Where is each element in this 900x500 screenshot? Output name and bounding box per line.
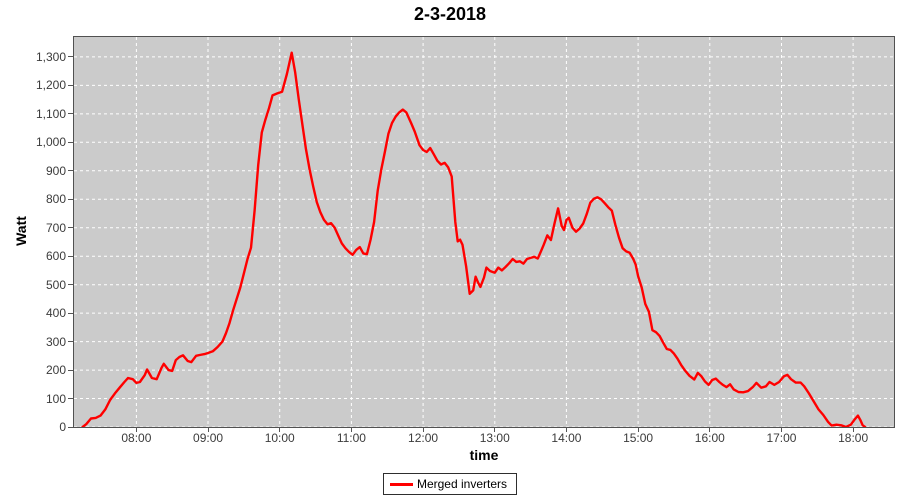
y-tick-label: 700 <box>45 220 66 235</box>
x-tick-label: 11:00 <box>336 431 366 445</box>
x-tick-mark <box>207 427 209 432</box>
y-tick-label: 900 <box>45 163 66 178</box>
y-tick-mark <box>68 170 73 172</box>
y-tick-mark <box>68 255 73 257</box>
x-tick-label: 09:00 <box>193 431 224 445</box>
plot-canvas <box>74 37 894 427</box>
x-tick-mark <box>279 427 281 432</box>
y-tick-label: 1,200 <box>35 78 66 93</box>
y-tick-mark <box>68 198 73 200</box>
x-tick-mark <box>135 427 137 432</box>
x-tick-label: 13:00 <box>479 431 510 445</box>
y-tick-label: 200 <box>45 363 66 378</box>
y-tick-label: 500 <box>45 277 66 292</box>
x-tick-label: 10:00 <box>264 431 295 445</box>
y-tick-mark <box>68 426 73 428</box>
y-tick-mark <box>68 113 73 115</box>
y-tick-mark <box>68 369 73 371</box>
y-tick-mark <box>68 341 73 343</box>
y-tick-label: 300 <box>45 334 66 349</box>
x-axis-label: time <box>469 447 499 463</box>
x-tick-mark <box>350 427 352 432</box>
x-tick-label: 12:00 <box>408 431 439 445</box>
y-tick-mark <box>68 284 73 286</box>
x-tick-label: 17:00 <box>766 431 797 445</box>
legend-label: Merged inverters <box>416 477 508 491</box>
legend-line-swatch <box>389 482 413 486</box>
x-tick-label: 14:00 <box>551 431 582 445</box>
x-tick-mark <box>422 427 424 432</box>
legend-box: Merged inverters <box>382 473 518 495</box>
x-tick-mark <box>709 427 711 432</box>
y-tick-mark <box>68 227 73 229</box>
y-tick-label: 1,300 <box>35 49 66 64</box>
plot-area <box>73 36 895 428</box>
y-tick-label: 800 <box>45 192 66 207</box>
x-tick-label: 16:00 <box>694 431 725 445</box>
x-tick-mark <box>637 427 639 432</box>
y-tick-label: 600 <box>45 249 66 264</box>
y-tick-label: 100 <box>45 391 66 406</box>
x-tick-label: 18:00 <box>838 431 869 445</box>
y-tick-label: 1,000 <box>35 135 66 150</box>
y-tick-mark <box>68 141 73 143</box>
chart-title: 2-3-2018 <box>413 4 487 24</box>
x-tick-mark <box>852 427 854 432</box>
legend: Merged inverters <box>0 473 900 495</box>
y-tick-label: 0 <box>59 420 66 434</box>
y-tick-mark <box>68 84 73 86</box>
x-tick-mark <box>780 427 782 432</box>
x-tick-label: 15:00 <box>623 431 654 445</box>
y-axis-label: Watt <box>13 216 29 246</box>
y-tick-label: 400 <box>45 306 66 321</box>
y-tick-mark <box>68 56 73 58</box>
y-tick-label: 1,100 <box>35 106 66 121</box>
x-tick-label: 08:00 <box>121 431 152 445</box>
y-tick-mark <box>68 312 73 314</box>
x-tick-mark <box>494 427 496 432</box>
x-tick-mark <box>565 427 567 432</box>
y-tick-mark <box>68 398 73 400</box>
